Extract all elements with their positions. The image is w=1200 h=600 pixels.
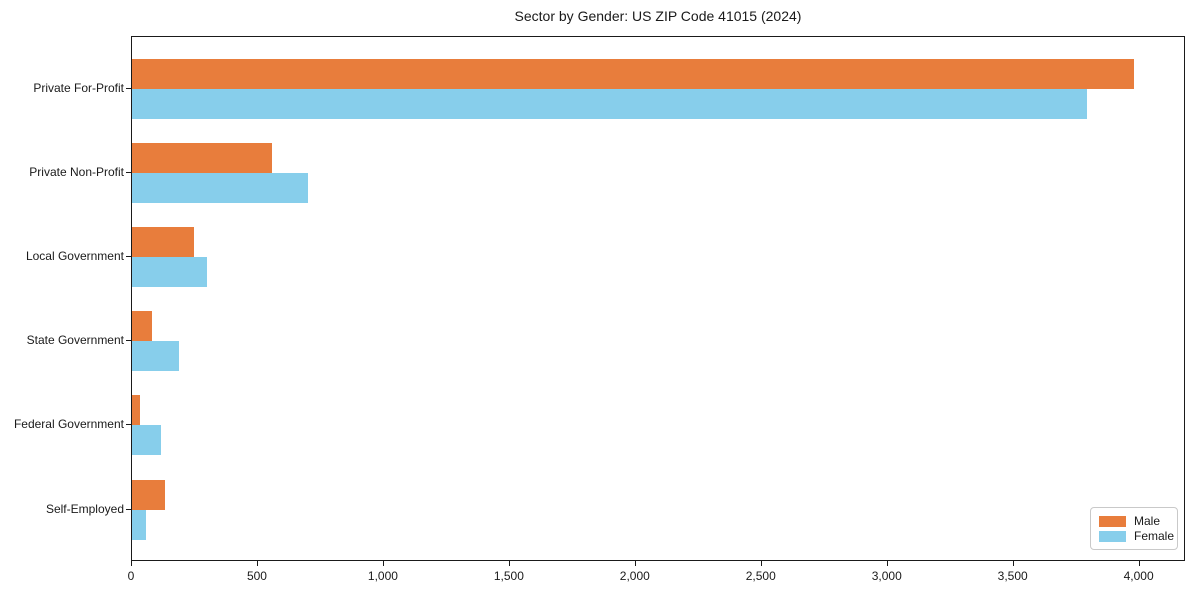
legend-swatch-female	[1099, 530, 1126, 542]
y-tick-mark	[126, 424, 131, 426]
y-axis-label: State Government	[26, 333, 124, 348]
x-tick-label: 4,000	[1123, 569, 1154, 583]
x-tick-mark	[886, 561, 888, 566]
bar-female-1	[132, 89, 1088, 119]
bar-female-5	[132, 425, 161, 456]
chart-title: Sector by Gender: US ZIP Code 41015 (202…	[514, 8, 802, 24]
x-tick-label: 0	[127, 569, 135, 583]
y-tick-mark	[126, 88, 131, 89]
bar-male-4	[132, 311, 153, 342]
bar-male-2	[132, 143, 272, 174]
bar-female-4	[132, 341, 179, 372]
y-tick-mark	[126, 340, 131, 342]
y-axis-label: Private Non-Profit	[29, 165, 124, 180]
legend-swatch-male	[1099, 515, 1126, 527]
x-tick-mark	[131, 561, 132, 566]
bar-male-3	[132, 227, 194, 258]
y-tick-mark	[126, 172, 131, 174]
legend: Male Female	[1090, 507, 1178, 550]
x-tick-mark	[1138, 561, 1140, 566]
x-tick-mark	[634, 561, 636, 566]
x-tick-label: 2,500	[745, 569, 776, 583]
x-tick-label: 2,000	[619, 569, 650, 583]
x-tick-label: 3,500	[997, 569, 1028, 583]
bar-male-1	[132, 59, 1134, 89]
x-tick-mark	[760, 561, 762, 566]
plot-area	[131, 36, 1185, 561]
y-axis-label: Private For-Profit	[33, 81, 124, 95]
y-axis-label: Federal Government	[13, 417, 124, 432]
legend-label: Male	[1134, 514, 1161, 528]
x-tick-mark	[256, 561, 258, 566]
x-tick-label: 1,000	[367, 569, 398, 583]
bar-female-3	[132, 257, 208, 288]
bar-female-6	[132, 509, 146, 540]
x-tick-label: 1,500	[493, 569, 524, 583]
x-tick-mark	[508, 561, 510, 566]
y-tick-mark	[126, 256, 131, 258]
y-axis-label: Local Government	[25, 249, 124, 264]
x-tick-label: 3,000	[871, 569, 902, 583]
y-axis-label: Self-Employed	[45, 501, 124, 516]
x-tick-label: 500	[246, 569, 267, 583]
y-tick-mark	[126, 508, 131, 510]
bar-female-2	[132, 173, 308, 204]
x-tick-mark	[1012, 561, 1014, 566]
bar-male-6	[132, 479, 165, 510]
legend-entry-female: Female	[1099, 529, 1174, 543]
legend-entry-male: Male	[1099, 514, 1169, 528]
bar-male-5	[132, 395, 140, 426]
x-tick-mark	[382, 561, 384, 566]
legend-label: Female	[1134, 529, 1175, 543]
